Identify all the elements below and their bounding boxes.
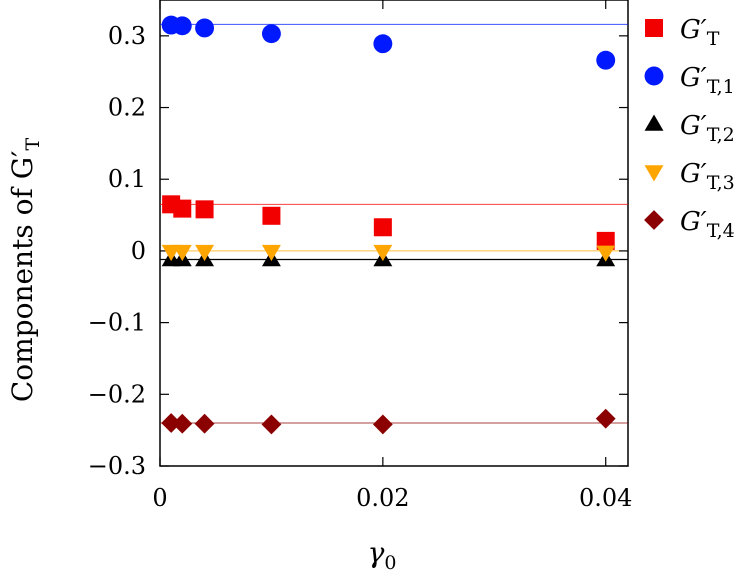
data-point bbox=[595, 408, 616, 429]
data-point bbox=[373, 244, 393, 262]
y-tick-label: 0.2 bbox=[108, 94, 146, 122]
data-point bbox=[261, 244, 281, 262]
reference-lines bbox=[160, 23, 628, 424]
legend-label-main: G′ bbox=[680, 159, 707, 189]
legend-label-main: G′ bbox=[680, 63, 707, 93]
legend-label-2: G′T,1 bbox=[680, 63, 735, 98]
x-tick-label: 0.02 bbox=[356, 484, 409, 512]
x-tick-label: 0 bbox=[152, 484, 167, 512]
data-point bbox=[173, 199, 192, 218]
y-tick-label: −0.1 bbox=[88, 309, 146, 337]
data-point bbox=[195, 200, 214, 219]
x-tick-label: 0.04 bbox=[579, 484, 632, 512]
data-point bbox=[195, 244, 215, 262]
data-point bbox=[194, 413, 215, 434]
legend: G′TG′T,1G′T,2G′T,3G′T,4 bbox=[644, 15, 735, 242]
legend-marker-4 bbox=[644, 165, 664, 182]
data-point bbox=[596, 231, 615, 250]
legend-marker-3 bbox=[644, 114, 664, 131]
data-point bbox=[195, 18, 215, 38]
legend-label-sub: T,4 bbox=[707, 220, 735, 242]
y-tick-label: −0.3 bbox=[88, 452, 146, 480]
x-axis-title: γ0 bbox=[368, 536, 397, 574]
data-point bbox=[161, 413, 182, 433]
y-axis-title: Components of G′T bbox=[6, 138, 44, 403]
axis-ticks: 0.30.20.10−0.1−0.2−0.30 0.02 0.04 bbox=[88, 0, 632, 512]
legend-label-4: G′T,3 bbox=[680, 159, 735, 194]
data-point bbox=[262, 206, 281, 225]
legend-label-main: G′ bbox=[680, 15, 707, 45]
plot-frame bbox=[159, 0, 629, 467]
legend-label-sub: T bbox=[707, 28, 720, 50]
legend-marker-2 bbox=[644, 66, 664, 86]
y-tick-label: 0.3 bbox=[108, 22, 146, 50]
data-point bbox=[372, 414, 393, 435]
data-point bbox=[596, 50, 616, 70]
y-tick-label: 0.1 bbox=[108, 165, 146, 193]
data-point bbox=[261, 24, 281, 44]
data-point bbox=[261, 414, 282, 435]
x-axis-title-main: γ bbox=[368, 536, 385, 569]
y-axis-title-main: Components of G′ bbox=[6, 151, 39, 403]
data-markers bbox=[161, 15, 616, 435]
data-point bbox=[172, 413, 193, 434]
data-point bbox=[373, 34, 393, 54]
x-axis-title-sub: 0 bbox=[384, 552, 396, 574]
y-tick-label: 0 bbox=[131, 237, 146, 265]
legend-label-sub: T,2 bbox=[707, 124, 735, 146]
legend-label-3: G′T,2 bbox=[680, 111, 735, 146]
legend-label-main: G′ bbox=[680, 111, 707, 141]
y-axis-title-sub: T bbox=[22, 138, 44, 151]
legend-marker-5 bbox=[644, 210, 664, 230]
legend-label-1: G′T bbox=[680, 15, 720, 50]
legend-label-sub: T,1 bbox=[707, 76, 735, 98]
data-point bbox=[373, 218, 392, 237]
y-tick-label: −0.2 bbox=[88, 380, 146, 408]
data-point bbox=[596, 245, 616, 262]
legend-label-main: G′ bbox=[680, 207, 707, 237]
legend-label-sub: T,3 bbox=[707, 172, 735, 194]
data-point bbox=[172, 16, 192, 36]
legend-label-5: G′T,4 bbox=[680, 207, 735, 242]
legend-marker-1 bbox=[645, 19, 663, 37]
data-point bbox=[172, 244, 192, 262]
